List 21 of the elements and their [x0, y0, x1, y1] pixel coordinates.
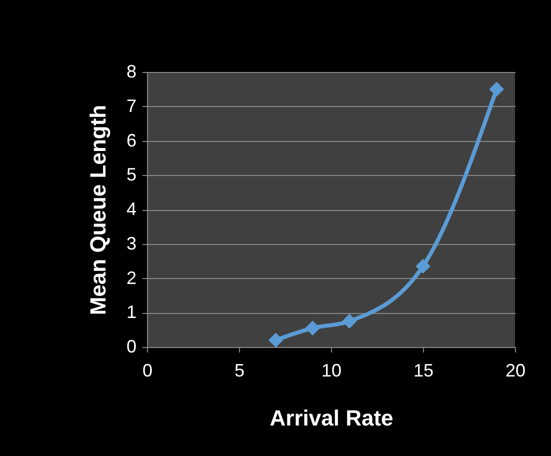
- y-tick-label: 5: [126, 164, 136, 185]
- y-tick-label: 7: [126, 96, 136, 116]
- y-axis-title: Mean Queue Length: [85, 104, 110, 316]
- point: [416, 258, 430, 274]
- x-tick-label: 0: [142, 360, 153, 380]
- point: [489, 82, 504, 97]
- x-tick-label: 20: [505, 360, 526, 380]
- y-tick-label: 1: [126, 302, 136, 322]
- y-tick-label: 8: [126, 62, 136, 82]
- point: [268, 332, 284, 348]
- y-tick-label: 4: [126, 199, 136, 219]
- y-tick-label: 2: [126, 268, 136, 288]
- x-axis-title: Arrival Rate: [270, 406, 394, 430]
- x-tick-label: 10: [321, 360, 342, 380]
- y-tick-label: 3: [126, 233, 136, 254]
- y-tick-label: 0: [126, 336, 136, 356]
- y-tick-label: 6: [126, 130, 136, 150]
- point: [342, 314, 357, 329]
- point: [305, 320, 320, 336]
- x-tick-label: 5: [234, 360, 245, 380]
- x-tick-label: 15: [413, 360, 434, 380]
